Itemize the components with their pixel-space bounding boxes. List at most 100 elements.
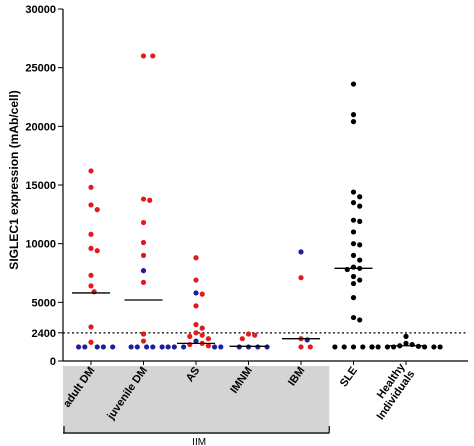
data-point — [193, 330, 199, 336]
data-point — [245, 331, 252, 337]
data-point — [140, 331, 147, 337]
data-point — [88, 168, 94, 174]
y-tick-label: 20000 — [25, 121, 56, 133]
data-point — [350, 112, 357, 118]
data-point — [88, 245, 94, 251]
category-label-text: SLE — [338, 365, 360, 389]
data-point — [140, 53, 147, 59]
data-point — [357, 277, 363, 283]
data-point — [298, 275, 304, 281]
data-point — [357, 257, 363, 263]
iim-group-band — [63, 366, 330, 434]
data-point — [193, 303, 199, 309]
data-point — [159, 344, 165, 350]
data-point — [350, 81, 357, 87]
y-axis-label: SIGLEC1 expression (mAb/cell) — [7, 90, 21, 269]
data-point — [239, 336, 245, 342]
data-point — [165, 344, 171, 350]
data-point — [199, 325, 205, 331]
axes: 0 2400 5000 10000 15000 20000 25000 30000 — [25, 4, 468, 368]
data-point — [205, 343, 211, 349]
data-point — [140, 338, 147, 344]
data-point — [150, 344, 156, 350]
data-point — [140, 239, 147, 246]
data-point — [193, 338, 199, 344]
data-point — [350, 344, 357, 350]
data-point — [181, 344, 187, 350]
data-point — [350, 295, 357, 301]
data-point — [218, 344, 224, 350]
data-point — [88, 231, 94, 237]
data-point — [298, 344, 304, 350]
data-point — [350, 217, 357, 223]
data-point — [199, 332, 205, 338]
data-point — [140, 268, 147, 274]
data-point — [350, 189, 357, 195]
y-tick-label: 0 — [50, 356, 56, 368]
data-point — [193, 255, 199, 261]
data-point — [88, 324, 94, 330]
data-point — [140, 219, 147, 226]
data-point — [307, 344, 313, 350]
data-point — [350, 252, 357, 258]
data-point — [88, 202, 94, 208]
data-point — [357, 242, 363, 248]
data-point — [94, 248, 100, 254]
data-point — [88, 339, 94, 345]
data-point — [134, 344, 140, 350]
data-point — [147, 197, 153, 203]
data-points — [76, 53, 443, 350]
data-point — [110, 344, 116, 350]
data-point — [94, 344, 100, 350]
data-point — [357, 317, 363, 323]
category-label: SLE — [338, 365, 360, 389]
data-point — [403, 333, 409, 339]
data-point — [193, 290, 199, 296]
data-point — [431, 344, 437, 350]
data-point — [298, 249, 304, 255]
data-point — [88, 283, 94, 289]
data-point — [357, 203, 363, 209]
data-point — [76, 344, 82, 350]
data-point — [403, 340, 409, 346]
data-point — [140, 196, 147, 202]
data-point — [171, 344, 177, 350]
data-point — [360, 344, 366, 350]
data-point — [332, 344, 338, 350]
data-point — [341, 344, 347, 350]
y-tick-label: 5000 — [32, 297, 56, 309]
data-point — [357, 194, 363, 200]
data-point — [140, 252, 147, 258]
data-point — [193, 277, 199, 283]
data-point — [350, 273, 357, 280]
data-point — [375, 344, 381, 350]
data-point — [193, 322, 199, 328]
y-tick-label: 10000 — [25, 239, 56, 251]
data-point — [199, 291, 205, 297]
data-point — [100, 344, 106, 350]
data-point — [369, 344, 375, 350]
data-point — [88, 272, 94, 278]
data-point — [350, 280, 357, 287]
data-point — [212, 344, 218, 350]
data-point — [140, 279, 147, 285]
data-point — [350, 119, 357, 125]
data-point — [187, 333, 193, 339]
y-tick-label: 2400 — [32, 328, 56, 340]
data-point — [252, 332, 258, 338]
y-tick-label: 25000 — [25, 63, 56, 75]
y-tick-label: 15000 — [25, 180, 56, 192]
data-point — [350, 314, 357, 321]
iim-group-background — [63, 366, 330, 434]
data-point — [350, 241, 357, 247]
data-point — [350, 200, 357, 206]
data-point — [94, 207, 100, 213]
data-point — [150, 53, 156, 59]
data-point — [437, 344, 443, 350]
group-label: IIM — [192, 437, 206, 446]
data-point — [350, 229, 357, 235]
data-point — [88, 184, 94, 190]
data-point — [205, 336, 211, 342]
